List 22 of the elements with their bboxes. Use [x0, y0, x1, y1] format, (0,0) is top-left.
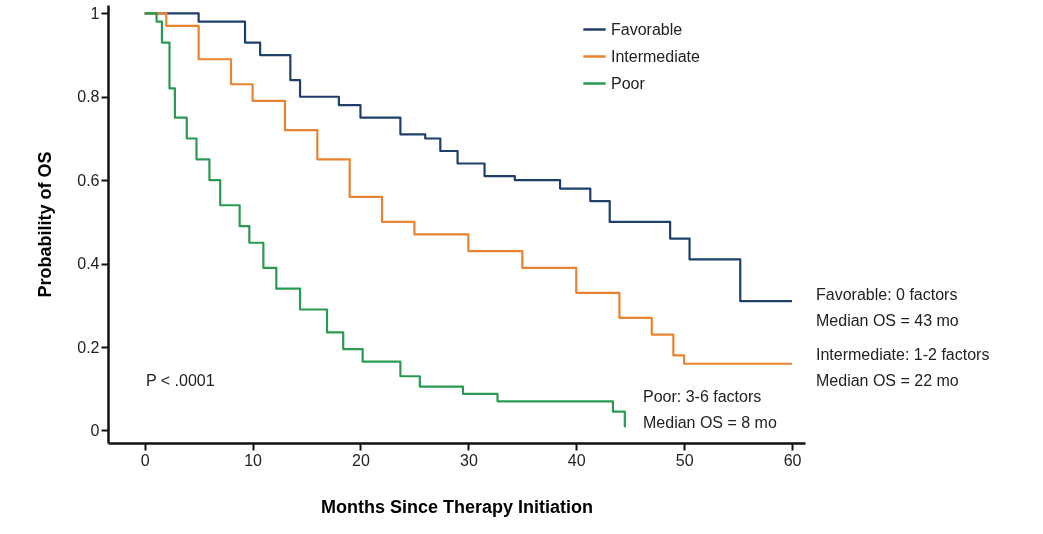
legend-label: Favorable	[611, 20, 683, 38]
x-tick-label: 60	[783, 451, 802, 469]
x-axis-title: Months Since Therapy Initiation	[320, 496, 594, 517]
x-tick-label: 20	[352, 451, 370, 469]
y-tick-label: 0.6	[77, 171, 100, 189]
text: Favorable: 0 factors Median OS = 43 mo	[816, 286, 959, 329]
x-tick-label: 10	[244, 451, 263, 469]
y-tick-label: 0.4	[77, 255, 100, 273]
y-tick-label: 0	[90, 421, 100, 439]
text: Intermediate: 1-2 factors Median OS = 22 mo	[816, 346, 990, 389]
x-tick-label: 40	[567, 451, 586, 469]
annotation: P < .0001	[146, 372, 215, 389]
legend-label: Intermediate	[611, 47, 701, 65]
annotation: Poor: 3-6 factors Median OS = 8 mo	[643, 388, 777, 431]
y-tick-label: 1	[90, 4, 100, 22]
x-tick-label: 50	[675, 451, 694, 469]
y-tick-label: 0.2	[77, 338, 100, 356]
x-tick-label: 30	[459, 451, 478, 469]
legend-label: Poor	[611, 74, 646, 92]
y-axis-title: Probability of OS	[35, 151, 56, 298]
y-tick-label: 0.8	[77, 88, 100, 106]
x-tick-label: 0	[140, 451, 150, 469]
